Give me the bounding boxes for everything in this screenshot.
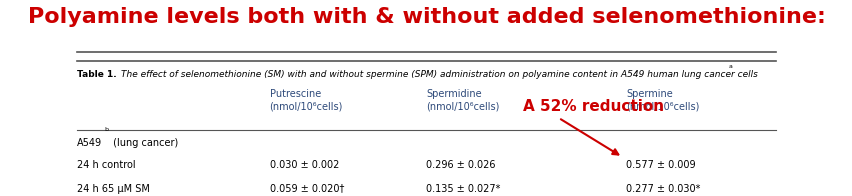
Text: Spermidine
(nmol/10⁶cells): Spermidine (nmol/10⁶cells) [426,89,499,111]
Text: The effect of selenomethionine (SM) with and without spermine (SPM) administrati: The effect of selenomethionine (SM) with… [121,70,757,79]
Text: Polyamine levels both with & without added selenomethionine:: Polyamine levels both with & without add… [27,7,825,27]
Text: 0.296 ± 0.026: 0.296 ± 0.026 [426,160,495,170]
Text: 0.030 ± 0.002: 0.030 ± 0.002 [269,160,338,170]
Text: Putrescine
(nmol/10⁶cells): Putrescine (nmol/10⁶cells) [269,89,343,111]
Text: Table 1.: Table 1. [77,70,117,79]
Text: 0.135 ± 0.027*: 0.135 ± 0.027* [426,183,500,193]
Text: b: b [105,127,108,132]
Text: (lung cancer): (lung cancer) [110,138,178,148]
Text: 0.577 ± 0.009: 0.577 ± 0.009 [625,160,695,170]
Text: A549: A549 [77,138,102,148]
Text: Spermine
(nmol/10⁶cells): Spermine (nmol/10⁶cells) [625,89,699,111]
Text: 24 h control: 24 h control [77,160,135,170]
Text: 0.059 ± 0.020†: 0.059 ± 0.020† [269,183,343,193]
Text: 0.277 ± 0.030*: 0.277 ± 0.030* [625,183,699,193]
Text: 24 h 65 μM SM: 24 h 65 μM SM [77,183,150,193]
Text: A 52% reduction: A 52% reduction [522,99,663,114]
Text: a: a [728,64,732,69]
